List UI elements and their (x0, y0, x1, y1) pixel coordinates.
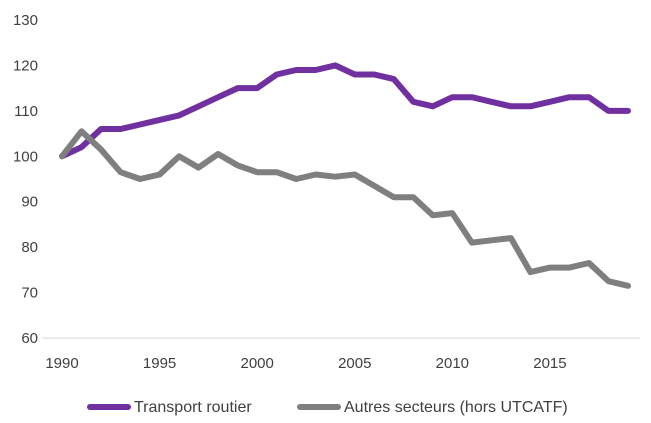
x-tick-label: 2010 (436, 355, 469, 372)
x-tick-label: 1990 (45, 355, 78, 372)
y-tick-label: 130 (13, 12, 38, 29)
legend-label-transport-routier: Transport routier (134, 399, 252, 416)
y-tick-label: 80 (21, 239, 38, 256)
y-tick-label: 120 (13, 57, 38, 74)
y-axis-ticks: 60 70 80 90 100 110 120 130 (13, 12, 38, 347)
y-tick-label: 70 (21, 285, 38, 302)
y-tick-label: 100 (13, 148, 38, 165)
x-tick-label: 2015 (533, 355, 566, 372)
y-tick-label: 60 (21, 330, 38, 347)
legend: Transport routier Autres secteurs (hors … (87, 399, 568, 416)
series-line-autres-secteurs (59, 128, 631, 289)
y-tick-label: 90 (21, 194, 38, 211)
series-line-transport-routier (59, 62, 631, 160)
x-tick-label: 1995 (143, 355, 176, 372)
legend-label-autres-secteurs: Autres secteurs (hors UTCATF) (344, 399, 568, 416)
series-lines (59, 62, 631, 289)
y-tick-label: 110 (14, 103, 38, 120)
x-tick-label: 2000 (240, 355, 273, 372)
x-tick-label: 2005 (338, 355, 371, 372)
x-axis-ticks: 1990 1995 2000 2005 2010 2015 (45, 355, 566, 372)
